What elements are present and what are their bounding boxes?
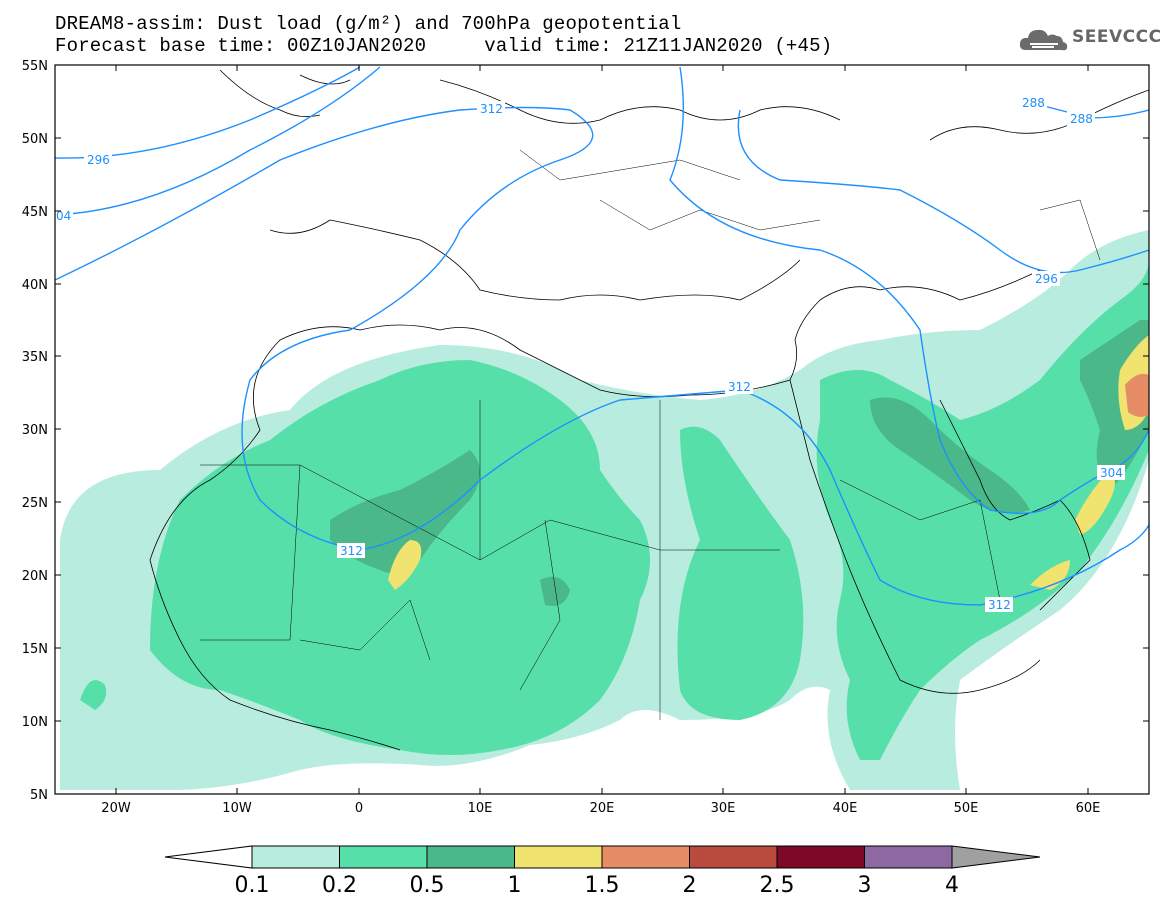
lat-label-40n: 40N	[22, 278, 48, 293]
dust-layer-orange	[1125, 373, 1149, 417]
longitude-axis: 20W 10W 0 10E 20E 30E 40E 50E 60E	[101, 65, 1100, 816]
contour-label-312-central: 312	[728, 380, 751, 394]
lat-label-20n: 20N	[22, 569, 48, 584]
cloud-logo-icon	[1019, 29, 1068, 51]
contour-label-296: 296	[87, 153, 110, 167]
map-title: DREAM8-assim: Dust load (g/m²) and 700hP…	[55, 13, 682, 35]
colorbar-segment-3	[426, 845, 515, 869]
lon-label-10w: 10W	[222, 801, 252, 816]
lon-label-50e: 50E	[954, 801, 979, 816]
lat-label-30n: 30N	[22, 423, 48, 438]
map-area: 312 296 04 312 288 288 296 304 312 312	[55, 66, 1149, 790]
lat-label-5n: 5N	[30, 788, 48, 803]
colorbar	[164, 845, 1041, 869]
colorbar-left-arrow	[164, 845, 253, 869]
colorbar-segment-8	[864, 845, 953, 869]
colorbar-segment-2	[339, 845, 428, 869]
contour-label-288-a: 288	[1022, 96, 1045, 110]
contour-label-312-west: 312	[340, 544, 363, 558]
contour-label-304-east: 304	[1100, 466, 1123, 480]
lon-label-30e: 30E	[711, 801, 736, 816]
colorbar-label-2: 2	[683, 873, 697, 898]
lat-label-45n: 45N	[22, 205, 48, 220]
lon-label-10e: 10E	[468, 801, 493, 816]
contour-labels: 312 296 04 312 288 288 296 304 312 312	[55, 95, 1125, 612]
contour-label-296-east: 296	[1035, 272, 1058, 286]
colorbar-segment-5	[601, 845, 690, 869]
colorbar-label-4: 4	[945, 873, 959, 898]
lat-label-25n: 25N	[22, 496, 48, 511]
colorbar-label-2.5: 2.5	[760, 873, 795, 898]
colorbar-segment-7	[776, 845, 865, 869]
contour-label-312-north: 312	[480, 102, 503, 116]
contour-label-312-south: 312	[988, 598, 1011, 612]
colorbar-label-1: 1	[508, 873, 522, 898]
colorbar-labels: 0.1 0.2 0.5 1 1.5 2 2.5 3 4	[235, 873, 960, 898]
latitude-axis: 55N 50N 45N 40N 35N 30N 25N 20N 15N 10N …	[22, 59, 1149, 803]
forecast-times: Forecast base time: 00Z10JAN2020 valid t…	[55, 35, 833, 57]
colorbar-segment-6	[689, 845, 778, 869]
colorbar-label-1.5: 1.5	[585, 873, 620, 898]
lon-label-20e: 20E	[590, 801, 615, 816]
contour-label-288-b: 288	[1070, 112, 1093, 126]
lat-label-10n: 10N	[22, 715, 48, 730]
lon-label-20w: 20W	[101, 801, 131, 816]
logo-text: SEEVCCC	[1072, 27, 1162, 47]
coastlines	[149, 69, 1149, 751]
seevccc-logo: SEEVCCC	[1018, 24, 1161, 54]
colorbar-label-0.1: 0.1	[235, 873, 270, 898]
colorbar-label-0.5: 0.5	[410, 873, 445, 898]
colorbar-right-arrow	[951, 845, 1041, 869]
lon-label-60e: 60E	[1076, 801, 1101, 816]
lon-label-40e: 40E	[833, 801, 858, 816]
colorbar-segment-1	[251, 845, 340, 869]
colorbar-label-0.2: 0.2	[322, 873, 357, 898]
colorbar-segment-4	[514, 845, 603, 869]
lon-label-0: 0	[355, 801, 363, 816]
colorbar-label-3: 3	[858, 873, 872, 898]
lat-label-50n: 50N	[22, 132, 48, 147]
lat-label-35n: 35N	[22, 350, 48, 365]
lat-label-55n: 55N	[22, 59, 48, 74]
contour-label-304: 04	[56, 209, 71, 223]
lat-label-15n: 15N	[22, 642, 48, 657]
